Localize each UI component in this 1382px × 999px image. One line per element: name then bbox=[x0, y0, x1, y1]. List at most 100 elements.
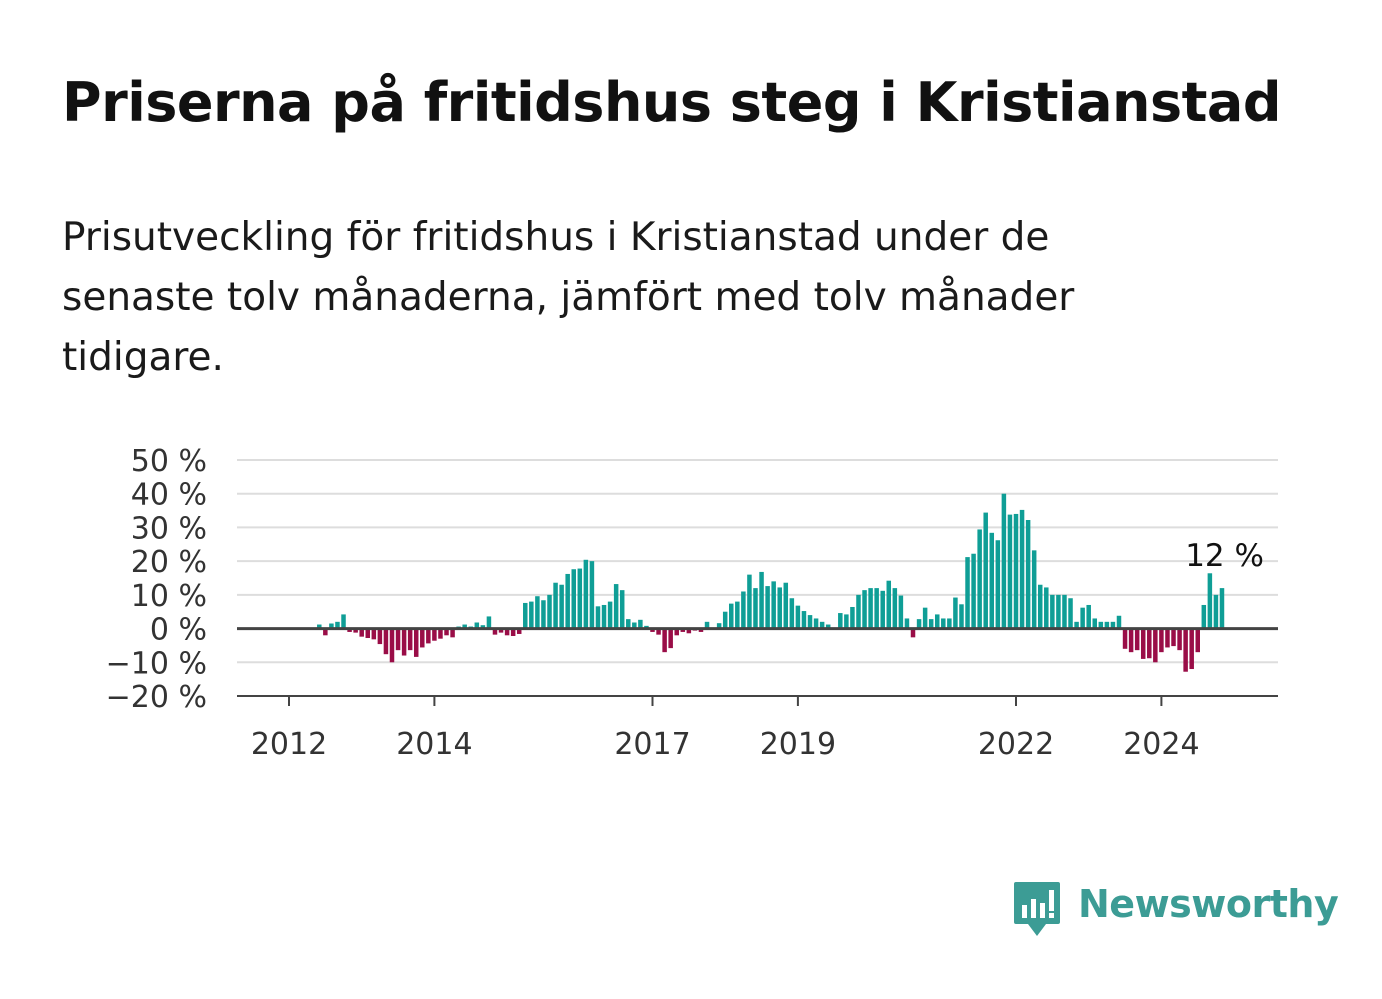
x-tick-label: 2017 bbox=[614, 727, 690, 762]
bar bbox=[650, 628, 655, 632]
bar bbox=[529, 601, 534, 629]
bar bbox=[1201, 604, 1207, 629]
bar bbox=[904, 618, 910, 629]
bar bbox=[1098, 621, 1104, 629]
bar bbox=[1080, 607, 1085, 629]
bar bbox=[444, 628, 449, 636]
bar bbox=[377, 628, 383, 645]
x-tick-label: 2022 bbox=[978, 727, 1054, 762]
bar bbox=[1104, 621, 1110, 629]
bar bbox=[516, 628, 522, 634]
bar bbox=[947, 618, 952, 629]
bar bbox=[335, 621, 340, 629]
y-tick-label: −20 % bbox=[106, 680, 207, 715]
bar bbox=[971, 553, 976, 629]
y-tick-label: 10 % bbox=[131, 579, 207, 614]
bar bbox=[413, 628, 419, 657]
bar bbox=[1122, 628, 1128, 649]
bar bbox=[856, 594, 861, 629]
bar bbox=[480, 625, 486, 629]
bar bbox=[783, 582, 789, 629]
y-tick-label: 40 % bbox=[131, 478, 207, 513]
bar bbox=[559, 584, 564, 629]
bar bbox=[753, 588, 758, 629]
bar bbox=[771, 581, 776, 629]
bar bbox=[541, 600, 546, 629]
bar-series bbox=[317, 493, 1225, 672]
bar bbox=[977, 529, 982, 629]
bar bbox=[1001, 493, 1007, 629]
bar bbox=[577, 568, 583, 629]
y-tick-label: −10 % bbox=[106, 646, 207, 681]
bar bbox=[777, 587, 782, 629]
bar bbox=[632, 622, 637, 629]
bar bbox=[401, 628, 407, 656]
bar bbox=[880, 590, 885, 629]
bar bbox=[686, 628, 692, 634]
bar bbox=[1044, 587, 1049, 629]
bar bbox=[759, 571, 764, 629]
bar bbox=[916, 619, 922, 629]
bar bbox=[965, 557, 970, 629]
bar bbox=[844, 614, 849, 629]
bar bbox=[1050, 594, 1055, 629]
bar bbox=[741, 591, 746, 629]
bar bbox=[1025, 520, 1031, 629]
bar bbox=[1019, 509, 1025, 629]
bar bbox=[1213, 594, 1219, 629]
bar-chart-speech-bubble-icon bbox=[1014, 882, 1060, 936]
bar bbox=[407, 628, 413, 651]
bar bbox=[801, 611, 807, 629]
bar bbox=[704, 621, 710, 629]
bar bbox=[995, 540, 1001, 629]
bar bbox=[922, 607, 928, 629]
bar bbox=[1147, 628, 1152, 659]
bar bbox=[1031, 550, 1037, 629]
bar bbox=[486, 616, 492, 629]
bar bbox=[323, 628, 328, 636]
bar bbox=[1068, 598, 1073, 629]
bar bbox=[1134, 628, 1140, 651]
bar bbox=[662, 628, 667, 653]
bar bbox=[583, 559, 589, 629]
bar bbox=[874, 588, 879, 629]
bar bbox=[868, 588, 873, 629]
x-tick-label: 2014 bbox=[396, 727, 472, 762]
bar bbox=[1195, 628, 1200, 653]
bar bbox=[1062, 594, 1067, 629]
bar bbox=[1056, 594, 1061, 629]
y-tick-label: 20 % bbox=[131, 545, 207, 580]
axis-labels: 50 %40 %30 %20 %10 %0 %−10 %−20 % 2012 201… bbox=[106, 444, 1264, 762]
bar bbox=[1159, 628, 1164, 653]
x-tick-label: 2019 bbox=[760, 727, 836, 762]
bar bbox=[928, 619, 934, 629]
y-tick-label: 30 % bbox=[131, 511, 207, 546]
bar bbox=[886, 580, 892, 629]
bar bbox=[729, 603, 734, 629]
bar bbox=[1219, 588, 1225, 629]
bar bbox=[371, 628, 377, 640]
chart-subtitle: Prisutveckling för fritidshus i Kristian… bbox=[62, 215, 1075, 380]
bar bbox=[1128, 628, 1134, 653]
bar bbox=[910, 628, 916, 638]
bar bbox=[807, 615, 813, 629]
bar bbox=[420, 628, 425, 648]
bar bbox=[1013, 513, 1019, 629]
bar bbox=[601, 604, 607, 629]
last-value-label: 12 % bbox=[1185, 538, 1264, 574]
x-tick-label: 2012 bbox=[251, 727, 327, 762]
bar bbox=[450, 628, 455, 638]
bar bbox=[680, 628, 686, 632]
bar bbox=[1116, 615, 1122, 629]
bar bbox=[438, 628, 443, 639]
bar bbox=[626, 619, 631, 629]
bar bbox=[1092, 618, 1098, 629]
bar bbox=[698, 628, 704, 632]
bar bbox=[862, 590, 867, 629]
bar-chart: 50 %40 %30 %20 %10 %0 %−10 %−20 % 2012 201… bbox=[106, 444, 1278, 762]
bar bbox=[547, 594, 552, 629]
bar bbox=[565, 573, 570, 629]
bar bbox=[347, 628, 352, 632]
bar bbox=[716, 623, 722, 629]
bar bbox=[613, 584, 619, 629]
